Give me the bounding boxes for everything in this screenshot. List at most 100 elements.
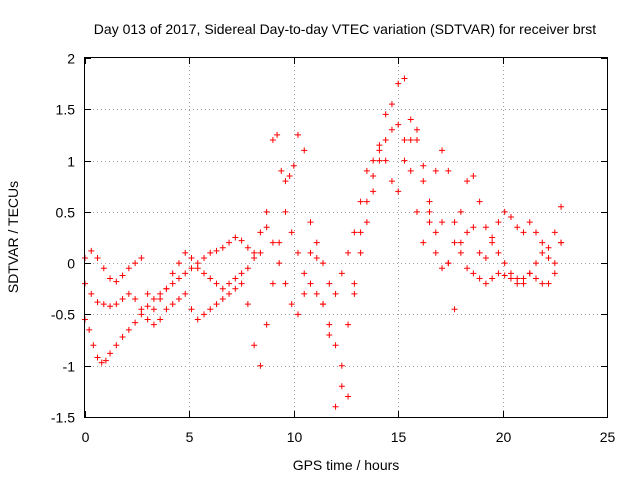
data-point xyxy=(401,137,408,144)
data-point xyxy=(445,167,452,174)
data-point xyxy=(269,280,276,287)
data-point xyxy=(457,249,464,256)
data-point xyxy=(507,270,514,277)
data-point xyxy=(432,229,439,236)
y-tick-label: 1 xyxy=(67,154,75,170)
data-point xyxy=(257,362,264,369)
data-point xyxy=(100,301,107,308)
data-point xyxy=(169,301,176,308)
x-tick-label: 10 xyxy=(287,429,303,445)
data-point xyxy=(313,239,320,246)
data-point xyxy=(263,321,270,328)
data-point xyxy=(182,290,189,297)
data-point xyxy=(213,301,220,308)
data-point xyxy=(551,260,558,267)
data-point xyxy=(551,229,558,236)
data-point xyxy=(357,198,364,205)
data-point xyxy=(514,280,521,287)
data-point xyxy=(457,208,464,215)
data-point xyxy=(332,342,339,349)
data-point xyxy=(286,172,293,179)
data-point xyxy=(290,162,297,169)
data-point xyxy=(338,362,345,369)
y-axis-label: SDTVAR / TECUs xyxy=(5,181,21,293)
data-point xyxy=(201,270,208,277)
data-point xyxy=(125,265,132,272)
data-point xyxy=(558,203,565,210)
data-point xyxy=(313,290,320,297)
data-point xyxy=(420,239,427,246)
data-point xyxy=(507,213,514,220)
data-point xyxy=(132,319,139,326)
data-point xyxy=(194,260,201,267)
data-point xyxy=(251,342,258,349)
data-point xyxy=(395,121,402,128)
data-point xyxy=(107,275,114,282)
data-point xyxy=(476,198,483,205)
data-point xyxy=(288,229,295,236)
data-point xyxy=(439,265,446,272)
data-point xyxy=(464,265,471,272)
data-point xyxy=(219,244,226,251)
data-point xyxy=(439,147,446,154)
data-point xyxy=(157,296,164,303)
data-point xyxy=(244,244,251,251)
data-point xyxy=(251,249,258,256)
data-point xyxy=(382,157,389,164)
data-point xyxy=(345,393,352,400)
data-point xyxy=(244,265,251,272)
data-point xyxy=(432,167,439,174)
data-point xyxy=(332,403,339,410)
data-point xyxy=(545,244,552,251)
data-point xyxy=(294,249,301,256)
data-point xyxy=(163,285,170,292)
data-point xyxy=(207,275,214,282)
data-point xyxy=(307,249,314,256)
data-point xyxy=(526,219,533,226)
data-point xyxy=(451,219,458,226)
data-point xyxy=(288,301,295,308)
data-point xyxy=(482,224,489,231)
data-point xyxy=(326,280,333,287)
data-point xyxy=(363,167,370,174)
plot-frame xyxy=(84,57,608,418)
data-point xyxy=(207,306,214,313)
data-point xyxy=(169,270,176,277)
data-point xyxy=(175,260,182,267)
data-point xyxy=(188,255,195,262)
data-point xyxy=(175,275,182,282)
data-point xyxy=(150,321,157,328)
data-point xyxy=(269,239,276,246)
series-track-c xyxy=(82,126,565,318)
data-point xyxy=(313,255,320,262)
data-point xyxy=(257,229,264,236)
data-point xyxy=(169,280,176,287)
data-point xyxy=(244,301,251,308)
x-axis-label: GPS time / hours xyxy=(293,457,400,473)
data-point xyxy=(150,296,157,303)
series-track-a xyxy=(82,75,565,410)
data-point xyxy=(182,249,189,256)
data-point xyxy=(388,126,395,133)
data-point xyxy=(119,333,126,340)
data-point xyxy=(470,224,477,231)
y-tick-label: 1.5 xyxy=(56,102,76,118)
data-point xyxy=(320,260,327,267)
data-point xyxy=(278,167,285,174)
data-point xyxy=(138,306,145,313)
data-point xyxy=(213,247,220,254)
x-tick-label: 0 xyxy=(82,429,90,445)
series-track-b xyxy=(82,121,565,400)
chart-title: Day 013 of 2017, Sidereal Day-to-day VTE… xyxy=(94,21,596,37)
data-point xyxy=(401,157,408,164)
data-point xyxy=(457,239,464,246)
data-point xyxy=(125,326,132,333)
data-point xyxy=(144,290,151,297)
data-point xyxy=(194,265,201,272)
data-point xyxy=(307,219,314,226)
y-tick-label: 2 xyxy=(67,51,75,67)
data-point xyxy=(94,255,101,262)
data-point xyxy=(113,342,120,349)
data-point xyxy=(201,255,208,262)
data-point xyxy=(520,280,527,287)
